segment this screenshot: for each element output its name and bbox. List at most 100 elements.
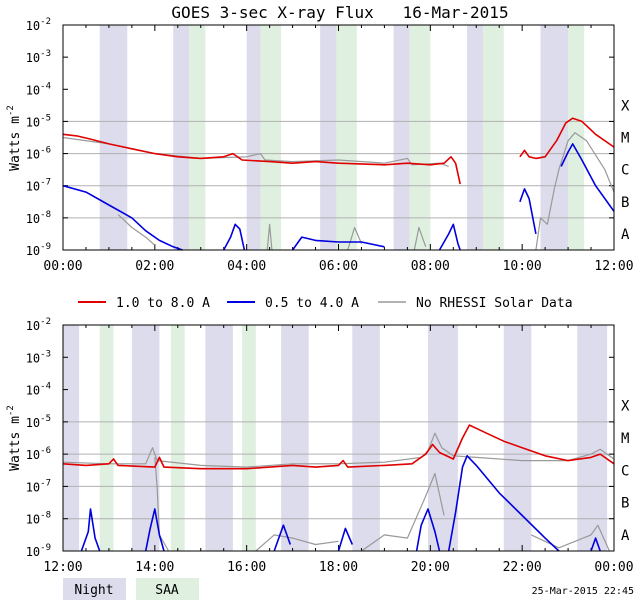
top-class-label-c: C	[621, 163, 629, 179]
top-night-band-1	[173, 25, 190, 250]
y-tick-base: 10	[26, 51, 40, 65]
y-tick-exponent: -2	[40, 317, 51, 327]
bottom-class-label-x: X	[621, 399, 630, 415]
bottom-short-channel-line-segment-0	[80, 508, 101, 552]
top-x-tick-label: 06:00	[319, 259, 358, 274]
bottom-saa-band-0	[99, 325, 114, 551]
y-tick-exponent: -5	[40, 113, 51, 123]
top-y-tick-label: 10-8	[26, 210, 51, 226]
bottom-short-channel-line-segment-5	[447, 455, 560, 552]
top-saa-band-1	[260, 25, 282, 250]
top-x-tick-label: 12:00	[594, 259, 633, 274]
bottom-night-band-6	[503, 325, 532, 551]
bottom-y-tick-label: 10-5	[26, 414, 51, 430]
top-long-channel-line-segment-0	[62, 133, 461, 185]
night-swatch	[63, 578, 126, 600]
bottom-x-tick-label: 00:00	[594, 560, 633, 575]
y-tick-base: 10	[26, 416, 40, 430]
top-short-channel-line-segment-5	[560, 143, 615, 212]
top-night-band-6	[540, 25, 569, 250]
top-night-band-2	[246, 25, 261, 250]
bottom-plot-frame	[62, 324, 615, 552]
top-curve-layer	[62, 117, 615, 251]
top-x-tick-labels: 00:00 02:00 04:00 06:00 08:00 10:00 12:00	[43, 259, 633, 274]
bottom-short-channel-line-segment-2	[273, 524, 292, 552]
y-axis-label-base: Watts m	[8, 416, 23, 471]
top-y-tick-label: 10-6	[26, 146, 51, 162]
top-y-tick-labels: 10-910-810-710-610-510-410-310-2	[26, 17, 51, 258]
bottom-saa-band-1	[170, 325, 185, 551]
bottom-night-band-0	[63, 325, 80, 551]
bottom-y-tick-labels: 10-910-810-710-610-510-410-310-2	[26, 317, 51, 559]
y-tick-base: 10	[26, 115, 40, 129]
top-saa-band-0	[189, 25, 206, 250]
bottom-class-label-m: M	[621, 431, 629, 447]
top-x-tick-label: 00:00	[43, 259, 82, 274]
top-y-axis-label: Watts m-2	[6, 105, 23, 171]
top-no-rhessi-line-segment-1	[117, 214, 156, 246]
top-y-tick-label: 10-5	[26, 113, 51, 129]
top-saa-band-4	[483, 25, 504, 250]
y-tick-exponent: -8	[40, 511, 51, 521]
top-no-rhessi-line-segment-5	[535, 132, 615, 251]
top-band-layer	[99, 25, 585, 250]
night-label: Night	[74, 583, 113, 598]
y-tick-base: 10	[26, 545, 40, 559]
bottom-night-band-7	[577, 325, 608, 551]
y-tick-base: 10	[26, 448, 40, 462]
top-class-label-b: B	[621, 195, 629, 211]
y-tick-exponent: -8	[40, 210, 51, 220]
legend-long-label: 1.0 to 8.0 A	[116, 296, 210, 311]
bottom-x-tick-label: 22:00	[503, 560, 542, 575]
top-saa-band-5	[568, 25, 585, 250]
y-tick-exponent: -9	[40, 543, 51, 553]
top-panel: 10-910-810-710-610-510-410-310-2 00:00 02…	[6, 17, 634, 274]
top-saa-band-2	[336, 25, 357, 250]
bottom-no-rhessi-line-segment-1	[154, 457, 170, 552]
y-tick-base: 10	[26, 244, 40, 258]
top-night-band-0	[99, 25, 128, 250]
saa-swatch	[136, 578, 199, 600]
legend-rhessi-label: No RHESSI Solar Data	[416, 296, 573, 311]
top-short-channel-line-segment-4	[519, 188, 537, 235]
bottom-night-band-1	[131, 325, 160, 551]
bottom-short-channel-line-segment-3	[337, 527, 354, 552]
band-legend: Night SAA	[63, 578, 199, 600]
top-x-tick-label: 02:00	[135, 259, 174, 274]
top-x-tick-label: 10:00	[503, 259, 542, 274]
bottom-x-tick-label: 18:00	[319, 560, 358, 575]
y-axis-label-exponent: -2	[6, 405, 16, 416]
bottom-night-band-3	[281, 325, 309, 551]
top-x-tick-label: 04:00	[227, 259, 266, 274]
y-tick-base: 10	[26, 148, 40, 162]
y-tick-base: 10	[26, 384, 40, 398]
top-class-label-m: M	[621, 131, 629, 147]
top-saa-band-3	[409, 25, 431, 250]
y-tick-base: 10	[26, 19, 40, 33]
y-axis-label-exponent: -2	[6, 105, 16, 116]
series-legend: 1.0 to 8.0 A 0.5 to 4.0 A No RHESSI Sola…	[78, 296, 573, 311]
y-tick-exponent: -6	[40, 446, 51, 456]
bottom-y-tick-label: 10-7	[26, 478, 51, 494]
bottom-saa-band-2	[242, 325, 256, 551]
bottom-short-channel-line-segment-6	[590, 537, 601, 552]
y-tick-exponent: -7	[40, 478, 51, 488]
bottom-night-band-2	[205, 325, 233, 551]
top-short-channel-line-segment-2	[291, 236, 385, 251]
y-axis-label-base: Watts m	[8, 116, 23, 171]
top-class-label-x: X	[621, 98, 630, 114]
chart-title: GOES 3-sec X-ray Flux 16-Mar-2015	[171, 3, 508, 22]
y-tick-exponent: -3	[40, 349, 51, 359]
y-tick-base: 10	[26, 212, 40, 226]
bottom-y-tick-label: 10-8	[26, 511, 51, 527]
y-tick-exponent: -5	[40, 414, 51, 424]
top-short-channel-line-segment-0	[62, 184, 183, 251]
top-night-band-3	[320, 25, 339, 250]
legend-short-label: 0.5 to 4.0 A	[265, 296, 359, 311]
y-tick-base: 10	[26, 180, 40, 194]
bottom-class-label-b: B	[621, 496, 629, 512]
bottom-band-layer	[63, 325, 608, 551]
top-y-tick-label: 10-3	[26, 49, 51, 65]
